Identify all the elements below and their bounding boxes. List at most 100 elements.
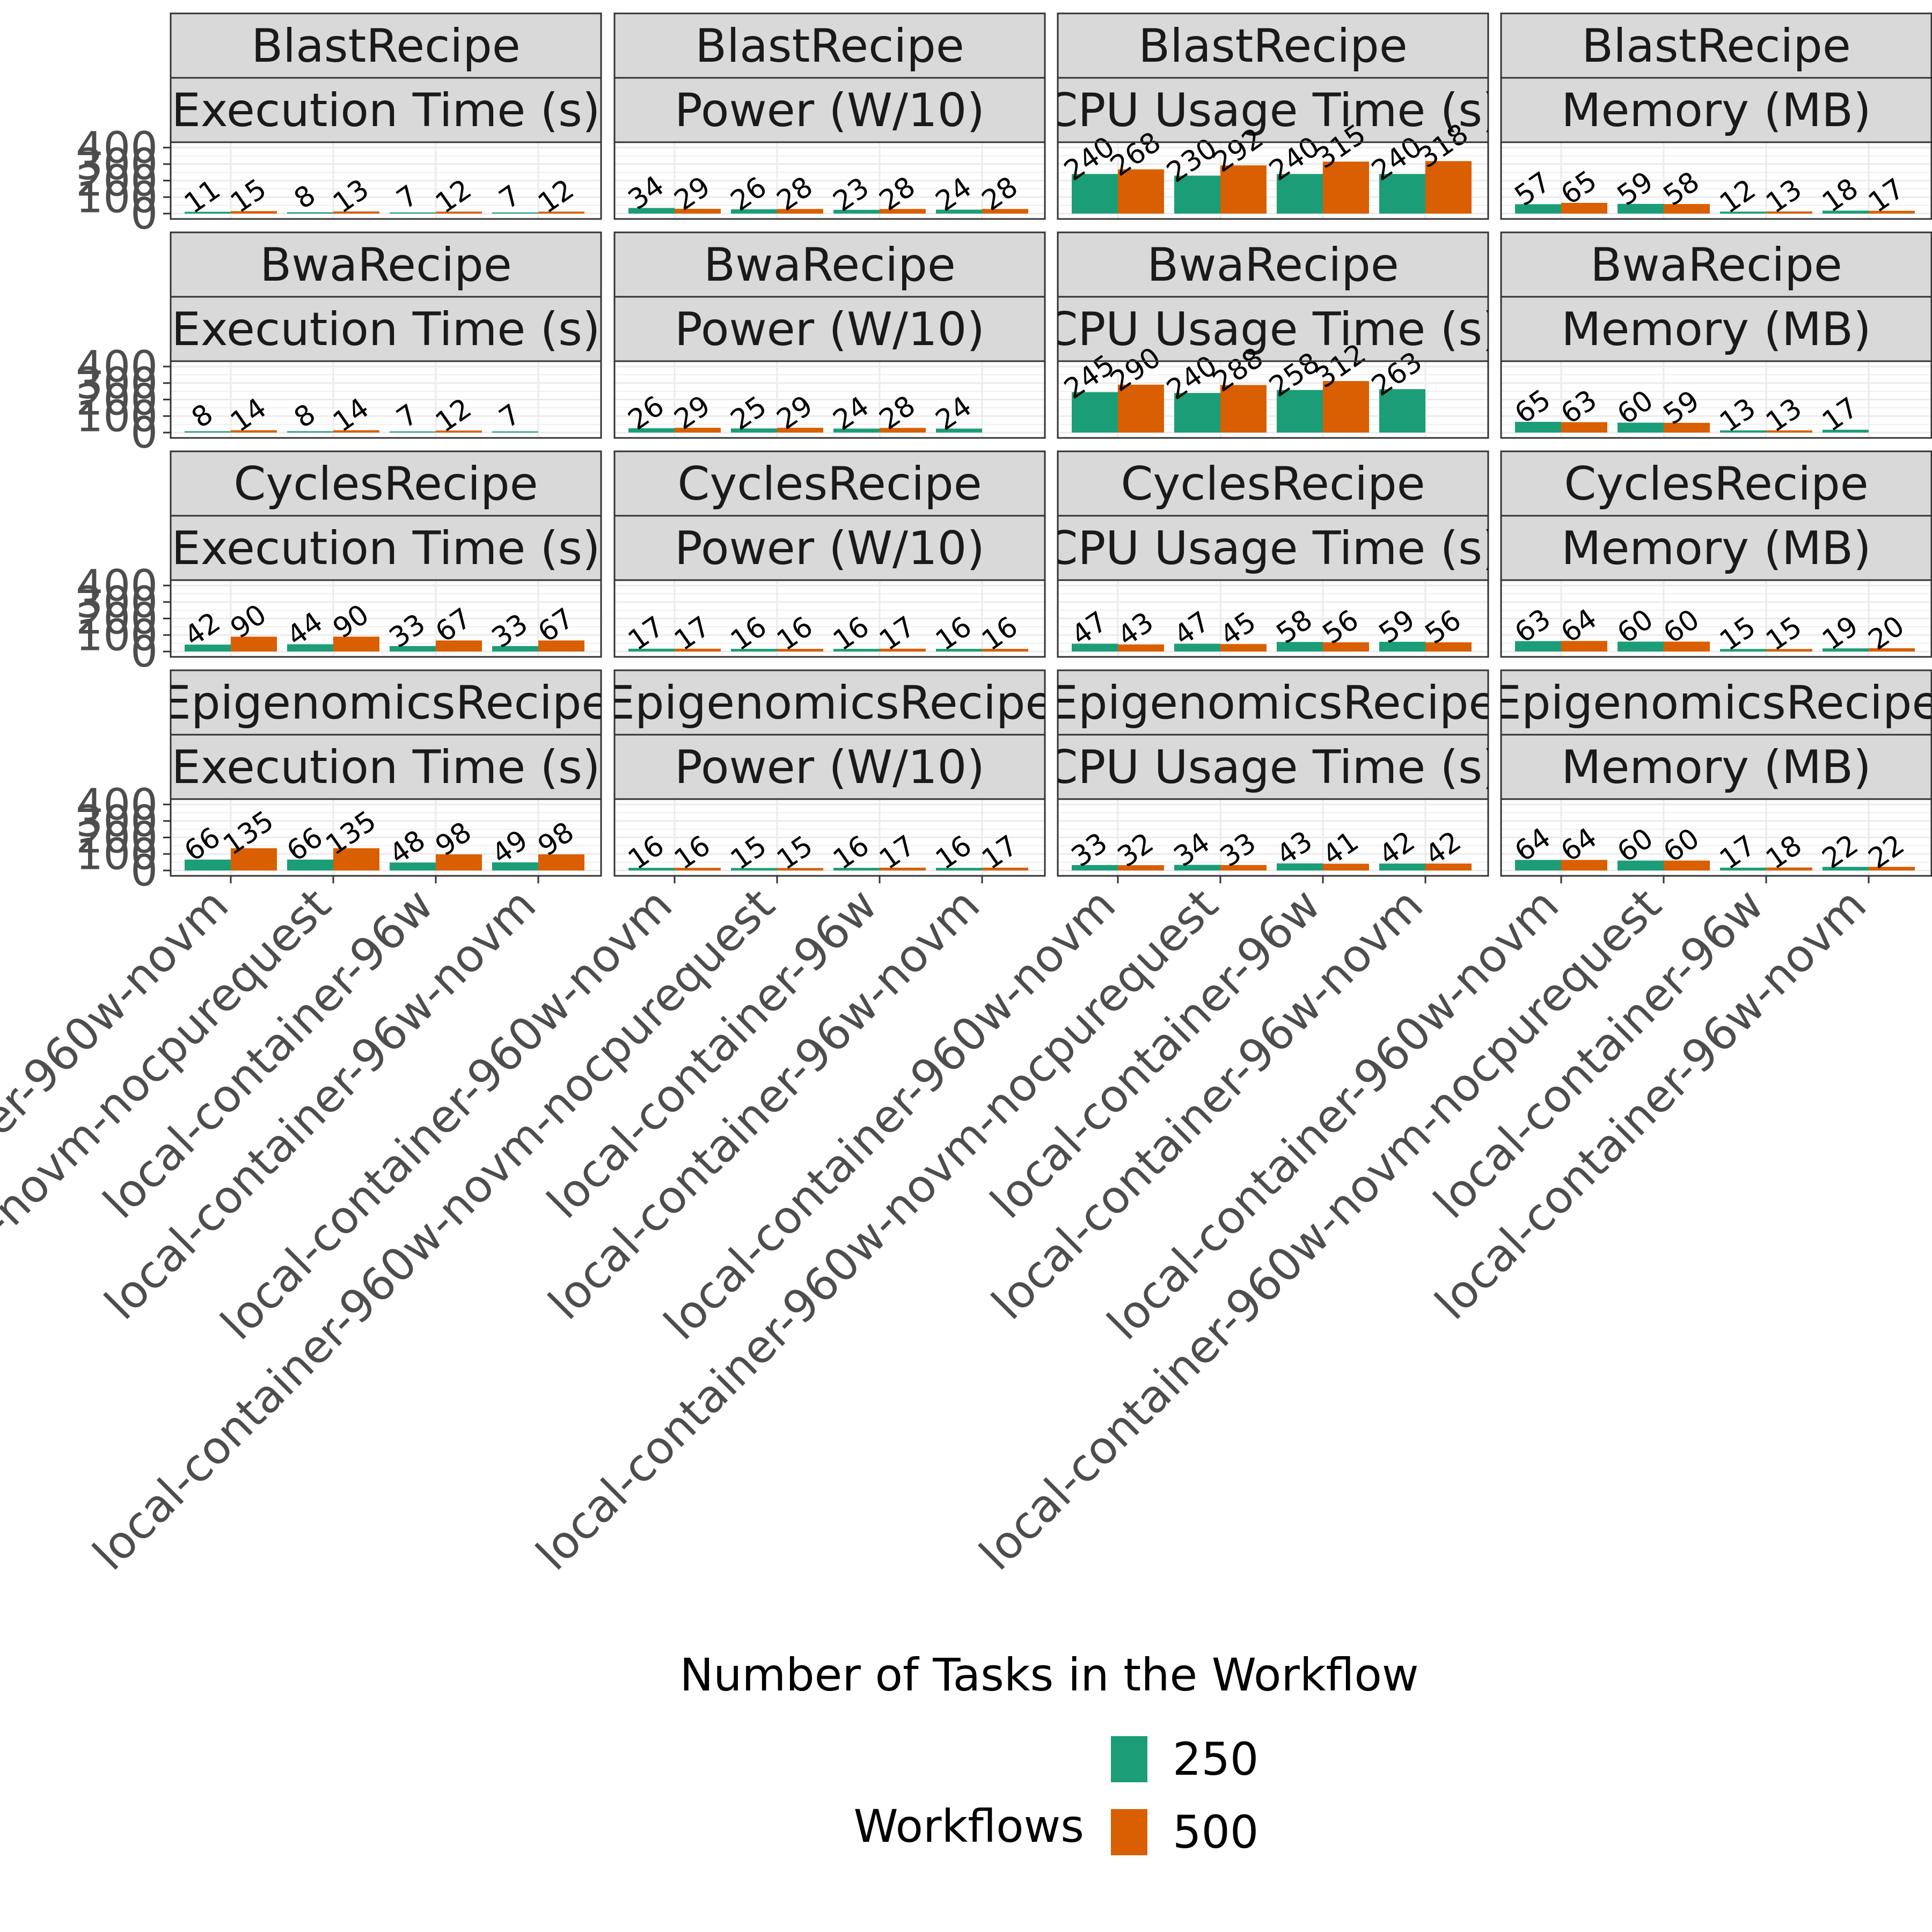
bar: [492, 431, 538, 433]
y-tick-label: 200: [76, 375, 158, 425]
bar: [1220, 865, 1267, 870]
bar: [628, 868, 675, 870]
strip-labels: BlastRecipe Execution Time (s): [171, 19, 600, 137]
strip-labels: BwaRecipe Memory (MB): [1561, 238, 1871, 356]
bar: [1515, 860, 1561, 870]
bar: [675, 868, 721, 870]
bar: [731, 428, 777, 433]
bar: [390, 646, 436, 652]
bar: [628, 648, 675, 652]
strip-label-metric: CPU Usage Time (s): [1045, 741, 1500, 794]
facet-strip-metric: [613, 734, 1046, 800]
bar: [231, 430, 277, 433]
bar: [492, 646, 538, 652]
bar: [1766, 211, 1812, 214]
y-tick-label: 200: [76, 813, 158, 863]
strip-label-row: CyclesRecipe: [1564, 457, 1868, 511]
bar: [880, 428, 926, 433]
bar: [880, 867, 926, 870]
bar: [833, 209, 880, 214]
bar: [1664, 860, 1710, 870]
y-tick-label: 100: [76, 610, 158, 660]
bar: [1379, 174, 1425, 214]
strip-label-row: BlastRecipe: [695, 19, 964, 73]
facet-strip-metric: [1057, 734, 1489, 800]
bar: [1869, 648, 1915, 652]
panel-border: [1500, 141, 1932, 220]
strip-labels: EpigenomicsRecipe Execution Time (s): [171, 676, 601, 794]
bar: [333, 636, 379, 652]
bar: [1720, 430, 1766, 433]
bar: [1515, 204, 1561, 214]
bar: [1823, 867, 1869, 870]
strip-labels: EpigenomicsRecipe Power (W/10): [606, 676, 1054, 794]
bar: [1425, 642, 1472, 652]
bar: [1561, 203, 1607, 214]
facet-strip-metric: [1500, 296, 1932, 362]
bar: [1720, 867, 1766, 870]
bar: [880, 209, 926, 214]
strip-label-metric: Power (W/10): [675, 84, 985, 137]
bar: [1323, 162, 1369, 214]
bar: [538, 854, 584, 870]
strip-label-metric: Power (W/10): [675, 522, 985, 575]
strip-label-metric: Execution Time (s): [171, 303, 600, 356]
bar: [1869, 210, 1915, 214]
legend: Workflows 250 500: [854, 1733, 1259, 1858]
bar: [675, 648, 721, 652]
strip-label-row: EpigenomicsRecipe: [606, 676, 1054, 730]
bar: [1618, 641, 1664, 652]
bar: [982, 649, 1028, 652]
bar: [777, 868, 823, 870]
y-tick-label: 100: [76, 829, 158, 879]
facet-strip-metric: [170, 77, 602, 143]
bar: [1220, 644, 1267, 652]
y-tick-label: 300: [76, 140, 158, 189]
strip-labels: BlastRecipe CPU Usage Time (s): [1058, 19, 1488, 137]
bar: [1379, 863, 1425, 870]
bar: [1425, 161, 1472, 214]
strip-labels: CyclesRecipe Memory (MB): [1561, 457, 1871, 575]
y-tick-label: 0: [130, 189, 158, 239]
bar: [1720, 211, 1766, 214]
bar: [1277, 642, 1323, 652]
strip-label-row: BwaRecipe: [1590, 238, 1842, 292]
strip-label-metric: Power (W/10): [675, 741, 985, 794]
y-tick-label: 400: [76, 123, 158, 173]
strip-label-row: BlastRecipe: [251, 19, 521, 73]
bar: [1323, 642, 1369, 652]
bar: [1118, 865, 1164, 870]
bar: [1220, 385, 1267, 433]
legend-key: [1111, 1809, 1147, 1855]
facet-strip-metric: [613, 77, 1046, 143]
panel-border: [1057, 141, 1489, 220]
y-tick-label: 0: [130, 846, 158, 896]
strip-label-metric: Execution Time (s): [171, 741, 600, 794]
bar: [1766, 649, 1812, 652]
bar: [1664, 641, 1710, 652]
bar: [982, 867, 1028, 870]
bar: [936, 649, 982, 652]
bar: [436, 430, 482, 433]
bar: [936, 428, 982, 433]
bar: [1072, 643, 1118, 652]
y-tick-label: 0: [130, 627, 158, 677]
bar: [1277, 863, 1323, 870]
bar: [628, 208, 675, 214]
bar: [982, 209, 1028, 214]
facet-strip-metric: [170, 515, 602, 581]
strip-label-row: BwaRecipe: [704, 238, 956, 292]
bar: [390, 212, 436, 214]
y-tick-label: 200: [76, 156, 158, 206]
legend-label: 250: [1173, 1733, 1258, 1785]
panel-border: [613, 360, 1046, 439]
strip-labels: EpigenomicsRecipe Memory (MB): [1501, 676, 1931, 794]
bar: [777, 428, 823, 433]
bar: [492, 212, 538, 214]
strip-label-row: BwaRecipe: [1147, 238, 1399, 292]
strip-label-metric: Memory (MB): [1561, 741, 1871, 794]
strip-label-row: CyclesRecipe: [677, 457, 982, 511]
